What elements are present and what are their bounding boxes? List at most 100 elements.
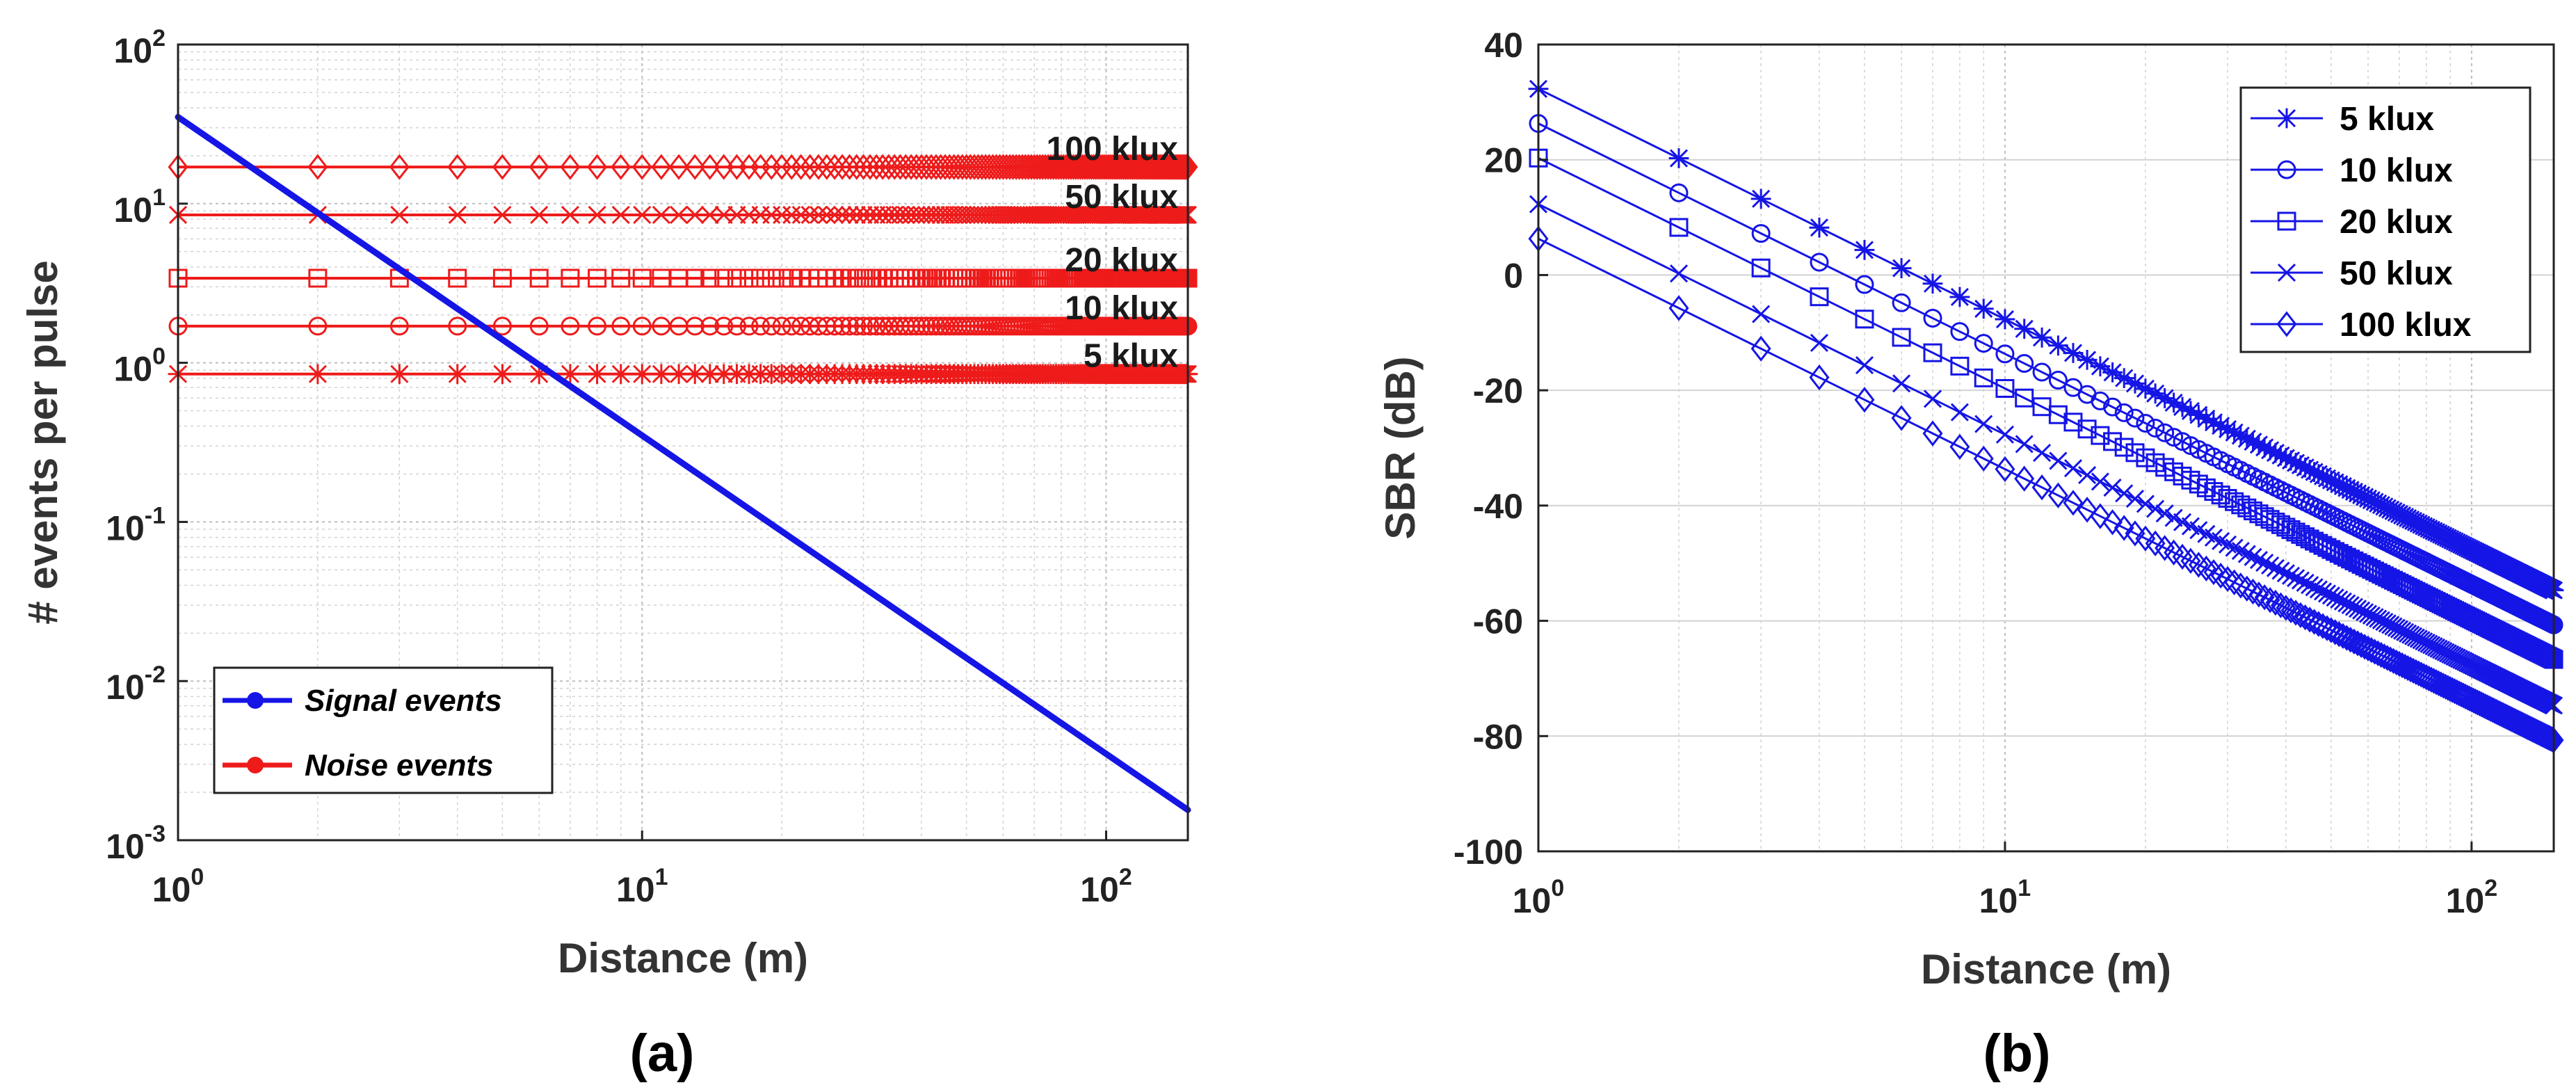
noise-marker [611,268,631,288]
sbr-marker [1891,258,1912,278]
noise-marker [668,154,689,180]
legend-noise-label: Noise events [305,748,493,782]
noise-marker [307,364,328,385]
sbr-marker [2125,490,2145,508]
sbr-marker [2203,412,2224,433]
sbr-marker [2340,627,2361,653]
y-tick-label-4: 101 [113,184,166,230]
sbr-marker [2285,600,2306,626]
sbr-marker [1668,295,1689,321]
sbr-marker [2281,520,2301,539]
noise-marker [761,154,782,180]
sbr-marker [2135,525,2156,552]
noise-marker [560,154,581,180]
sbr-marker [2280,597,2301,624]
noise-marker [901,154,921,180]
sbr-marker [2125,374,2146,394]
sbr-marker [1995,456,2015,483]
noise-marker [839,154,860,180]
noise-marker [739,268,759,288]
noise-marker [631,154,652,180]
sbr-marker [1974,368,1993,387]
sbr-marker [1810,287,1829,307]
noise-marker [907,316,926,336]
noise-marker [921,154,942,180]
sbr-marker [2164,508,2183,527]
sbr-marker [2380,499,2401,520]
sbr-marker [1950,403,1969,421]
noise-marker [916,154,937,180]
sbr-marker [1923,343,1942,362]
sbr-marker [1995,425,2014,444]
sbr-marker [2374,496,2394,517]
sbr-marker [2365,608,2384,627]
panel-a-ticks: 100 101 102 10-3 10-2 10-1 100 101 102 [106,25,1132,909]
noise-marker [492,364,513,385]
noise-marker [700,364,721,385]
legend-box [213,666,554,794]
noise-label-1: 50 klux [1065,179,1178,216]
sbr-marker [1855,355,1874,375]
noise-marker [447,154,468,180]
noise-marker [791,154,812,180]
sbr-marker [1973,445,1994,472]
sbr-marker [2305,578,2324,597]
sbr-marker [1854,387,1875,413]
y-tick-label-1: 10-2 [106,661,166,707]
sbr-marker [2260,440,2280,460]
legend-signal-dot [247,692,264,709]
sbr-marker [1995,378,2015,398]
sbr-marker [1810,333,1829,353]
sbr-marker [2418,665,2439,692]
sbr-marker [2351,632,2372,659]
sbr-marker [2312,466,2333,487]
sbr-marker [2299,460,2320,480]
noise-marker [670,205,689,225]
noise-marker [906,154,927,180]
x-tick-label-1: 101 [1979,875,2031,920]
noise-marker [817,316,837,336]
sbr-marker [1974,334,1993,353]
sbr-marker [2291,571,2310,590]
panel-b-ylabel: SBR (dB) [1377,356,1424,539]
sbr-marker [2077,497,2098,523]
sbr-marker [2136,413,2155,433]
panel-a-data [168,113,1198,813]
noise-marker [781,154,802,180]
sbr-marker [1892,374,1911,393]
sbr-marker [2114,403,2134,422]
legend-marker-3 [2277,263,2296,282]
sbr-marker [2225,538,2244,557]
noise-marker [529,268,549,288]
sbr-marker [1923,308,1942,328]
sbr-marker [2231,495,2251,515]
sbr-marker [2255,553,2274,572]
noise-marker [824,154,845,180]
sbr-marker [2304,462,2324,483]
panel-b-ticks: 100 101 102 -100 -80 -60 -40 -20 0 20 40 [1454,26,2497,920]
noise-marker [926,316,946,336]
noise-marker [389,154,410,180]
sbr-marker [2114,515,2134,541]
sbr-marker [1892,293,1911,312]
panel-b-caption: (b) [1983,1024,2050,1083]
noise-marker [992,154,1013,180]
legend-marker-0 [2276,108,2297,129]
sbr-marker [2421,666,2442,693]
noise-label-0: 100 klux [1047,131,1179,168]
panel-a-xlabel: Distance (m) [558,935,808,981]
sbr-marker [2309,580,2328,599]
sbr-marker [1855,275,1874,294]
noise-marker [840,205,859,225]
noise-marker [1169,154,1190,180]
sbr-marker [2261,556,2280,575]
panel-a-curve-labels: 100 klux 50 klux 20 klux 10 klux 5 klux [1047,131,1179,375]
noise-marker [847,205,866,225]
sbr-marker [2301,576,2319,595]
noise-marker [492,316,512,336]
sbr-marker [2328,474,2349,495]
sbr-marker [2317,468,2337,489]
noise-marker [529,316,549,336]
noise-marker [986,154,1007,180]
sbr-marker [2265,442,2286,463]
